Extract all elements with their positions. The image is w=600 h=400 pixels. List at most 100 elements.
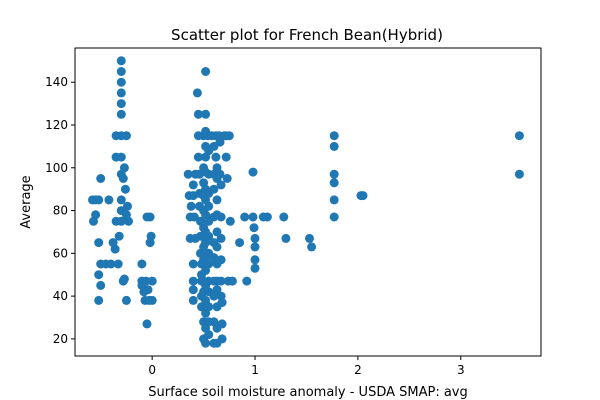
x-tick-label: 0 bbox=[148, 363, 156, 377]
data-point bbox=[116, 77, 126, 87]
data-point bbox=[248, 167, 258, 177]
x-axis: 0 1 2 3 bbox=[148, 356, 465, 377]
data-point bbox=[116, 88, 126, 98]
data-point bbox=[250, 255, 260, 265]
data-point bbox=[96, 280, 106, 290]
data-point bbox=[216, 180, 226, 190]
data-point bbox=[262, 212, 272, 222]
data-point bbox=[329, 169, 339, 179]
data-point bbox=[329, 131, 339, 141]
data-point bbox=[305, 233, 314, 243]
data-point bbox=[142, 319, 152, 329]
data-point bbox=[514, 169, 524, 179]
data-point bbox=[124, 216, 133, 226]
data-point bbox=[145, 212, 155, 222]
data-point bbox=[235, 238, 245, 248]
data-point bbox=[212, 242, 222, 252]
data-point bbox=[186, 201, 196, 211]
data-point bbox=[141, 276, 151, 286]
data-point bbox=[116, 56, 126, 66]
data-point bbox=[329, 141, 339, 151]
data-point bbox=[248, 212, 258, 222]
data-point bbox=[188, 259, 198, 269]
data-point bbox=[119, 274, 129, 284]
data-point bbox=[116, 216, 126, 226]
data-point bbox=[212, 285, 222, 295]
data-point bbox=[143, 285, 153, 295]
data-point bbox=[120, 184, 130, 194]
data-point bbox=[119, 163, 129, 173]
data-point bbox=[116, 152, 126, 162]
data-point bbox=[204, 330, 214, 340]
data-point bbox=[224, 131, 234, 141]
data-point bbox=[113, 259, 123, 269]
y-tick-label: 100 bbox=[45, 161, 68, 175]
data-point bbox=[188, 180, 198, 190]
data-point bbox=[204, 201, 214, 211]
data-point bbox=[249, 223, 259, 233]
data-point bbox=[183, 169, 193, 179]
data-point bbox=[212, 227, 222, 237]
data-point bbox=[94, 195, 104, 205]
data-point bbox=[227, 276, 237, 286]
plot-frame bbox=[74, 47, 542, 357]
y-tick-label: 40 bbox=[53, 289, 68, 303]
data-point bbox=[514, 131, 524, 141]
data-point bbox=[279, 212, 289, 222]
data-point bbox=[89, 216, 98, 226]
data-point bbox=[204, 302, 214, 312]
data-point bbox=[116, 195, 126, 205]
data-point bbox=[222, 174, 232, 183]
data-point bbox=[204, 231, 214, 241]
data-point bbox=[201, 109, 211, 119]
data-point bbox=[192, 88, 202, 98]
x-tick-label: 3 bbox=[457, 363, 465, 377]
data-point bbox=[188, 276, 198, 286]
data-point bbox=[146, 231, 156, 241]
data-point bbox=[106, 259, 116, 269]
data-point bbox=[358, 191, 368, 201]
y-tick-label: 140 bbox=[45, 75, 68, 89]
data-points bbox=[88, 56, 524, 348]
x-tick-label: 2 bbox=[354, 363, 362, 377]
data-point bbox=[217, 298, 227, 307]
x-axis-label: Surface soil moisture anomaly - USDA SMA… bbox=[148, 385, 468, 400]
data-point bbox=[250, 242, 260, 252]
data-point bbox=[123, 201, 132, 211]
x-tick-label: 1 bbox=[251, 363, 259, 377]
data-point bbox=[242, 276, 252, 286]
data-point bbox=[215, 137, 225, 147]
data-point bbox=[147, 276, 157, 286]
y-tick-label: 120 bbox=[45, 118, 68, 132]
y-tick-label: 20 bbox=[53, 332, 68, 346]
data-point bbox=[193, 152, 203, 162]
data-point bbox=[188, 295, 198, 305]
data-point bbox=[216, 276, 226, 286]
data-point bbox=[116, 99, 126, 109]
data-point bbox=[118, 174, 128, 183]
data-point bbox=[201, 338, 211, 348]
data-point bbox=[94, 270, 104, 280]
data-point bbox=[212, 195, 222, 205]
data-point bbox=[147, 295, 157, 305]
data-point bbox=[188, 285, 198, 295]
y-axis: 20 40 60 80 100 120 140 bbox=[45, 75, 75, 346]
data-point bbox=[216, 233, 226, 243]
y-tick-label: 80 bbox=[53, 204, 68, 218]
data-point bbox=[116, 109, 126, 119]
data-point bbox=[211, 152, 221, 162]
y-axis-label: Average bbox=[19, 175, 34, 228]
data-point bbox=[201, 67, 211, 76]
data-point bbox=[281, 233, 291, 243]
data-point bbox=[209, 184, 219, 194]
data-point bbox=[240, 212, 250, 222]
data-point bbox=[217, 334, 227, 344]
data-point bbox=[250, 233, 260, 243]
y-tick-label: 60 bbox=[53, 246, 68, 260]
data-point bbox=[216, 212, 226, 222]
data-point bbox=[114, 231, 124, 241]
data-point bbox=[329, 212, 339, 222]
chart-title: Scatter plot for French Bean(Hybrid) bbox=[171, 26, 443, 44]
data-point bbox=[110, 244, 120, 254]
